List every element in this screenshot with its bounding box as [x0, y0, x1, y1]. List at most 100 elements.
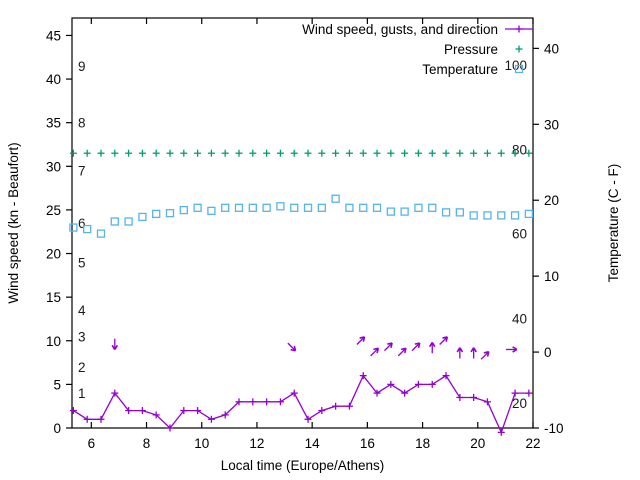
y-tick-label: 15	[46, 290, 61, 305]
temperature-point	[152, 209, 161, 219]
fahrenheit-label: 20	[512, 396, 527, 411]
x-tick-label: 6	[88, 436, 96, 451]
temperature-point	[386, 207, 395, 216]
arrow-head-right	[428, 342, 433, 348]
y2-tick-label: 20	[544, 193, 559, 208]
series-pressure	[69, 149, 533, 157]
beaufort-label: 6	[78, 216, 86, 231]
y-tick-label: 45	[46, 28, 61, 43]
arrow-head-right	[293, 345, 297, 351]
temperature-point	[290, 203, 299, 212]
y-axis-title: Wind speed (kn - Beaufort)	[6, 142, 21, 303]
temperature-point	[455, 208, 464, 217]
wind-direction-arrow	[111, 338, 119, 350]
x-tick-label: 18	[415, 436, 430, 451]
axis-titles: Local time (Europe/Athens) Wind speed (kn…	[6, 142, 621, 473]
temperature-point	[165, 208, 175, 218]
arrow-shaft	[370, 347, 379, 357]
legend-label-0[interactable]: Wind speed, gusts, and direction	[302, 22, 498, 37]
arrow-shaft	[287, 342, 296, 352]
wind-direction-arrow	[287, 342, 297, 352]
wind-speed-line	[73, 374, 529, 435]
plot-frame	[71, 17, 534, 429]
beaufort-label: 7	[78, 164, 86, 179]
temperature-point	[497, 211, 506, 220]
wind-direction-arrows	[111, 336, 518, 360]
wind-direction-arrow	[356, 336, 366, 345]
temperature-point	[428, 203, 437, 212]
fahrenheit-label: 60	[512, 227, 527, 242]
wind-direction-arrow	[411, 342, 421, 352]
plot-border	[71, 17, 534, 429]
beaufort-label: 5	[78, 255, 86, 270]
x-tick-label: 16	[360, 436, 375, 451]
series-temperature	[69, 194, 534, 238]
arrow-head-right	[512, 346, 518, 351]
wind-direction-arrow	[370, 347, 380, 357]
temperature-point	[372, 203, 382, 212]
beaufort-label: 1	[78, 386, 86, 401]
temperature-point	[469, 211, 478, 220]
x-tick-label: 14	[305, 436, 321, 451]
y-tick-label: 10	[46, 334, 61, 349]
arrow-head-right	[470, 347, 475, 353]
beaufort-label: 8	[78, 116, 86, 131]
y-tick-label: 0	[53, 421, 61, 436]
temperature-point	[510, 211, 520, 220]
temperature-point	[83, 224, 92, 234]
temperature-point	[276, 202, 285, 211]
arrow-head-right	[114, 344, 119, 350]
temperature-point	[414, 203, 423, 212]
chart-legend[interactable]: Wind speed, gusts, and direction Pressure…	[302, 22, 533, 77]
arrow-head-right	[442, 336, 448, 339]
wind-direction-arrow	[428, 342, 436, 354]
legend-sample-marker-2	[514, 64, 524, 74]
temperature-point	[524, 209, 534, 219]
temperature-point	[234, 203, 244, 212]
y2-tick-label: -10	[544, 421, 564, 436]
beaufort-label: 9	[78, 59, 86, 74]
arrow-head-right	[483, 350, 489, 354]
temperature-point	[441, 208, 451, 217]
y-tick-label: 20	[46, 247, 61, 262]
wind-direction-arrow	[384, 342, 393, 352]
temperature-point	[303, 203, 313, 212]
y-axis-ticks: 0 5 10 15 20 25 30 35 40 45	[46, 28, 72, 436]
legend-label-2[interactable]: Temperature	[422, 62, 498, 77]
arrow-head-right	[373, 347, 379, 351]
y2-axis-ticks: -10 0 10 20 30 40	[533, 41, 564, 436]
y-tick-label: 5	[53, 377, 61, 392]
arrow-shaft	[411, 342, 421, 352]
y-tick-label: 35	[46, 116, 61, 131]
x-tick-label: 22	[525, 436, 540, 451]
beaufort-scale-labels: 1 2 3 4 5 6 7 8 9	[78, 59, 86, 401]
y2-tick-label: 40	[544, 41, 559, 56]
arrow-shaft	[397, 347, 407, 357]
arrow-shaft	[384, 342, 393, 352]
y2-axis-title: Temperature (C - F)	[606, 164, 621, 283]
temperature-point	[138, 212, 147, 222]
temperature-point	[345, 203, 354, 212]
arrow-shaft	[439, 336, 448, 345]
legend-label-1[interactable]: Pressure	[444, 42, 498, 57]
y2-tick-label: 30	[544, 117, 559, 132]
wind-direction-arrow	[397, 347, 407, 357]
temperature-point	[96, 229, 106, 238]
series-wind-speed	[69, 372, 533, 436]
temperature-point	[359, 203, 368, 212]
x-axis-title: Local time (Europe/Athens)	[221, 458, 385, 473]
y-tick-label: 30	[46, 159, 61, 174]
wind-direction-arrow	[439, 336, 449, 345]
x-axis-ticks: 6 8 10 12 14 16 18 20 22	[88, 18, 541, 451]
x-tick-label: 20	[470, 436, 485, 451]
temperature-point	[400, 207, 409, 216]
wind-direction-arrow	[506, 346, 518, 353]
temperature-point	[317, 203, 326, 212]
temperature-point	[179, 205, 188, 215]
temperature-point	[483, 211, 492, 220]
y2-tick-label: 10	[544, 269, 559, 284]
arrow-head-right	[400, 347, 407, 351]
